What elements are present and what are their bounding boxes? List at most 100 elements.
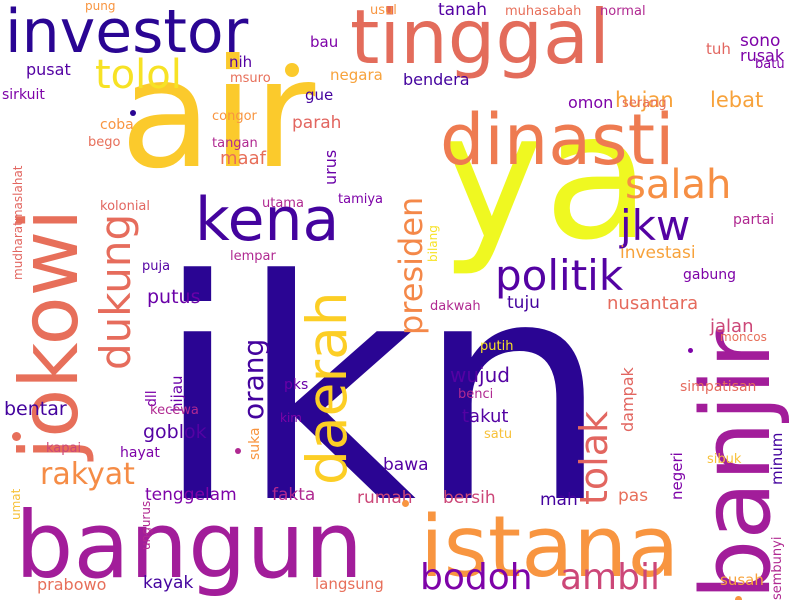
word-jalan: jalan <box>710 316 754 337</box>
word-goblok: goblok <box>143 421 207 443</box>
word-lempar: lempar <box>230 249 276 264</box>
word-politik: politik <box>495 251 624 300</box>
word-usul: usul <box>370 3 397 18</box>
word-hujan: hujan <box>615 88 674 112</box>
word-ungurus: ungurus <box>139 500 153 550</box>
word-sembunyi: sembunyi <box>770 536 785 600</box>
word-jkw: jkw <box>620 201 691 250</box>
word-umat: umat <box>9 488 23 520</box>
word-prabowo: prabowo <box>37 575 107 594</box>
word-tangan: tangan <box>212 136 258 151</box>
decorative-dot <box>130 110 136 116</box>
word-negara: negara <box>330 66 383 84</box>
word-serang: serang <box>622 96 667 111</box>
word-rusak: rusak <box>740 46 785 65</box>
word-bawa: bawa <box>383 455 429 475</box>
word-bentar: bentar <box>4 398 67 420</box>
word-ambil: ambil <box>560 557 660 598</box>
word-salah: salah <box>625 162 732 208</box>
word-moncos: moncos <box>720 330 767 344</box>
word-istana: istana <box>420 498 680 597</box>
word-bodoh: bodoh <box>420 557 533 598</box>
word-tuh: tuh <box>706 40 731 58</box>
word-dukung: dukung <box>91 213 140 370</box>
word-langsung: langsung <box>315 575 384 593</box>
word-batu: batu <box>755 57 785 72</box>
word-tinggal: tinggal <box>350 0 610 81</box>
word-putih: putih <box>480 339 514 354</box>
word-investor: investor <box>5 0 249 67</box>
word-dampak: dampak <box>618 367 637 432</box>
word-maaf: maaf <box>220 148 266 169</box>
word-susah: susah <box>720 571 764 589</box>
word-bilang: bilang <box>426 225 440 262</box>
word-satu: satu <box>484 427 513 442</box>
decorative-dot <box>735 596 742 600</box>
word-putus: putus <box>147 286 201 308</box>
word-fakta: fakta <box>272 485 316 505</box>
word-bendera: bendera <box>403 70 470 89</box>
word-lebat: lebat <box>710 88 764 112</box>
word-partai: partai <box>733 212 775 228</box>
word-pung: pung <box>85 0 116 13</box>
word-benci: benci <box>458 387 494 402</box>
word-puja: puja <box>142 259 171 274</box>
word-wujud: wujud <box>450 363 510 387</box>
word-kecewa: kecewa <box>150 403 199 418</box>
decorative-dot <box>402 500 409 507</box>
word-air: air <box>120 28 316 202</box>
word-urus: urus <box>321 149 340 185</box>
decorative-dot <box>285 63 299 77</box>
word-normal: normal <box>600 4 646 19</box>
word-gabung: gabung <box>683 267 736 283</box>
word-tolak: tolak <box>572 411 616 505</box>
word-rumah: rumah <box>357 488 413 508</box>
word-mah: mah <box>540 490 578 510</box>
word-tamiya: tamiya <box>338 192 383 207</box>
word-congor: congor <box>212 109 257 124</box>
word-pks: pks <box>284 377 309 393</box>
word-negeri: negeri <box>668 452 686 500</box>
decorative-dot <box>688 348 693 353</box>
word-utama: utama <box>262 196 304 211</box>
word-dakwah: dakwah <box>430 299 481 314</box>
word-bau: bau <box>310 33 339 51</box>
word-suka: suka <box>247 427 263 460</box>
word-sono: sono <box>740 31 781 51</box>
word-nih: nih <box>229 53 253 71</box>
word-tanah: tanah <box>438 0 488 20</box>
word-rakyat: rakyat <box>40 457 135 492</box>
word-ya: ya <box>440 76 651 279</box>
word-hayat: hayat <box>120 445 160 461</box>
word-bersih: bersih <box>443 488 496 508</box>
word-tolol: tolol <box>95 52 182 98</box>
word-tuju: tuju <box>507 293 540 313</box>
word-kena: kena <box>195 185 340 255</box>
word-omon: omon <box>568 93 614 112</box>
word-kayak: kayak <box>143 573 194 593</box>
word-pusat: pusat <box>26 60 71 79</box>
word-bangun: bangun <box>15 492 364 599</box>
word-mudharatmaslahat: mudharatmaslahat <box>11 165 25 280</box>
word-takut: takut <box>462 406 509 427</box>
word-kapai: kapai <box>46 441 82 456</box>
decorative-dot <box>12 432 21 441</box>
word-parah: parah <box>292 113 342 133</box>
word-investasi: investasi <box>620 243 696 263</box>
word-muhasabah: muhasabah <box>505 4 582 19</box>
word-orang: orang <box>237 338 270 420</box>
word-simpatisan: simpatisan <box>680 379 757 395</box>
word-tenggelam: tenggelam <box>145 485 237 505</box>
word-kim: kim <box>280 411 302 425</box>
word-sibuk: sibuk <box>707 452 742 467</box>
word-sirkuit: sirkuit <box>2 87 45 103</box>
decorative-dot <box>235 448 241 454</box>
word-kolonial: kolonial <box>100 199 151 214</box>
word-msuro: msuro <box>230 71 271 86</box>
word-presiden: presiden <box>392 196 430 335</box>
word-pas: pas <box>618 486 649 506</box>
word-gue: gue <box>305 86 334 104</box>
word-nusantara: nusantara <box>607 293 699 314</box>
word-minum: minum <box>768 432 786 485</box>
